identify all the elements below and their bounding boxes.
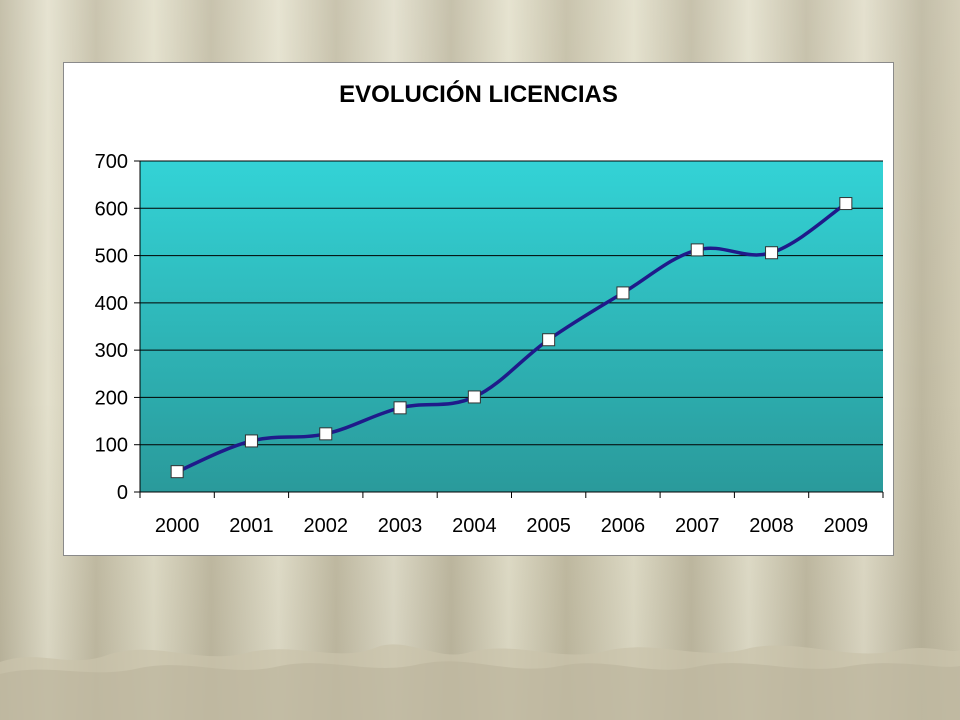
x-tick-label: 2001	[229, 515, 274, 537]
y-tick-label: 200	[95, 387, 128, 409]
data-point	[393, 401, 407, 415]
series-line	[176, 202, 847, 474]
x-tick-label: 2009	[824, 515, 869, 537]
x-tick-label: 2007	[675, 515, 720, 537]
y-tick-label: 0	[117, 482, 128, 504]
y-tick-label: 100	[95, 435, 128, 457]
data-point	[616, 286, 630, 300]
y-tick-label: 500	[95, 246, 128, 268]
y-tick-label: 300	[95, 340, 128, 362]
chart-title: EVOLUCIÓN LICENCIAS	[339, 81, 618, 108]
data-point	[319, 427, 333, 441]
x-tick-label: 2008	[749, 515, 794, 537]
x-tick-label: 2006	[601, 515, 646, 537]
y-tick-label: 700	[95, 151, 128, 173]
x-tick-label: 2005	[526, 515, 571, 537]
data-point	[467, 390, 481, 404]
x-tick-label: 2003	[378, 515, 423, 537]
curtain-hem	[0, 644, 960, 720]
data-point	[170, 465, 184, 479]
chart-frame: EVOLUCIÓN LICENCIAS 0 100 200 300 400 500 600 7…	[63, 62, 894, 556]
data-point	[765, 246, 779, 260]
x-tick-label: 2004	[452, 515, 497, 537]
data-point	[690, 243, 704, 257]
x-tick-label: 2002	[304, 515, 349, 537]
data-point	[839, 197, 853, 211]
x-tick-label: 2000	[155, 515, 200, 537]
line-chart: 0 100 200 300 400 500 600 700 2000 2001 2002 2003 20…	[95, 151, 884, 537]
y-tick-label: 400	[95, 293, 128, 315]
y-tick-label: 600	[95, 198, 128, 220]
data-point	[542, 333, 556, 347]
data-point	[244, 434, 258, 448]
plot-area	[140, 161, 883, 492]
